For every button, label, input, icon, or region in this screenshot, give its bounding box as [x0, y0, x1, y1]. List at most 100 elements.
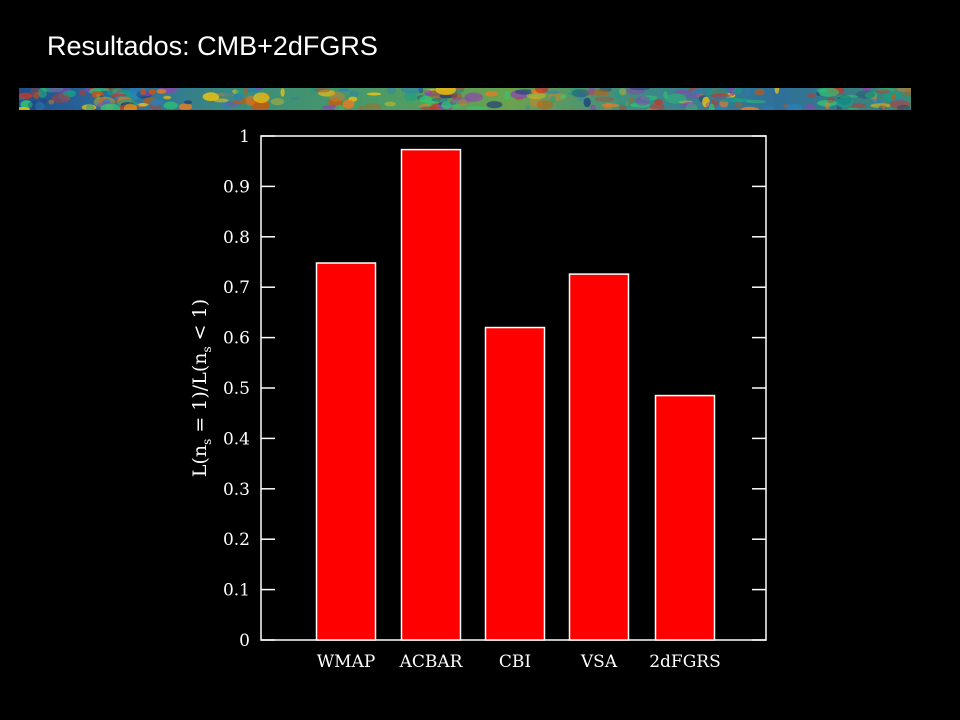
cmb-spot	[439, 93, 454, 99]
cmb-spot	[785, 104, 803, 110]
cmb-spot	[663, 91, 668, 99]
cmb-spot	[583, 97, 591, 108]
x-tick-label-wmap: WMAP	[317, 652, 376, 672]
cmb-spot	[81, 104, 97, 110]
bar-cbi	[484, 326, 546, 641]
cmb-spot	[38, 88, 47, 98]
cmb-spot	[861, 88, 872, 91]
cmb-spot	[449, 102, 462, 109]
cmb-spot	[682, 101, 696, 109]
cmb-spot	[881, 102, 886, 110]
cmb-spot	[245, 95, 256, 106]
cmb-spot	[85, 103, 95, 110]
cmb-spot	[421, 106, 437, 110]
cmb-spot	[458, 99, 467, 107]
cmb-spot	[19, 92, 33, 100]
y-axis-label-part-e: < 1)	[189, 299, 211, 347]
cmb-spot	[366, 92, 382, 96]
cmb-spot	[33, 91, 40, 100]
x-tick-label-vsa: VSA	[580, 652, 618, 672]
cmb-spot	[546, 90, 561, 95]
cmb-spot	[877, 88, 896, 92]
cmb-spot	[571, 89, 590, 98]
cmb-spot	[163, 101, 178, 110]
cmb-spot	[903, 89, 911, 96]
cmb-spot	[594, 96, 615, 102]
cmb-spot	[466, 106, 488, 110]
cmb-spot	[619, 88, 627, 96]
cmb-spot	[629, 96, 634, 106]
cmb-spot	[451, 92, 463, 101]
cmb-spot	[100, 103, 121, 110]
cmb-spot	[318, 89, 336, 97]
cmb-spot	[223, 90, 234, 96]
cmb-spot	[713, 95, 734, 103]
cmb-spot	[824, 102, 831, 109]
y-tick-label: 0.9	[223, 177, 250, 197]
cmb-spot	[51, 93, 71, 103]
cmb-spot	[450, 97, 472, 105]
cmb-spot	[897, 104, 911, 110]
bar-wmap	[315, 262, 377, 641]
cmb-spot	[253, 92, 270, 104]
cmb-spot	[314, 88, 331, 93]
cmb-spot	[626, 88, 646, 95]
x-tick-label-acbar: ACBAR	[399, 652, 464, 672]
y-tick-label: 0.8	[223, 228, 250, 248]
cmb-spot	[535, 88, 549, 94]
cmb-spot	[150, 99, 161, 107]
cmb-spot	[148, 89, 156, 95]
slide-title: Resultados: CMB+2dFGRS	[47, 31, 378, 61]
cmb-spot	[536, 100, 554, 110]
cmb-spot	[568, 91, 581, 96]
cmb-spot	[183, 100, 193, 105]
y-axis-ticks: 0 0.1 0.2 0.3 0.4 0.5 0.6 0.7 0.8 0.9 1	[223, 127, 766, 651]
cmb-spot	[702, 96, 710, 108]
bar-vsa	[568, 273, 630, 641]
cmb-spot	[28, 101, 40, 110]
cmb-spot	[311, 88, 317, 94]
cmb-spot	[685, 92, 701, 99]
cmb-spot	[710, 93, 731, 98]
cmb-spot	[364, 102, 382, 110]
cmb-spot	[525, 105, 530, 110]
cmb-spot	[441, 101, 452, 110]
cmb-spot	[358, 105, 365, 110]
y-tick-label: 1	[239, 127, 250, 147]
cmb-spot	[871, 98, 882, 105]
cmb-spot	[826, 96, 835, 104]
cmb-spot	[34, 101, 45, 110]
cmb-spot	[878, 105, 887, 110]
cmb-spot	[349, 90, 360, 97]
cmb-spot	[807, 93, 816, 99]
cmb-spot	[708, 103, 715, 110]
y-axis-label: L(ns = 1)/L(ns < 1)	[189, 299, 214, 477]
cmb-spot	[754, 88, 765, 96]
cmb-spot	[215, 92, 234, 97]
cmb-spot	[601, 103, 620, 108]
cmb-spot	[233, 93, 244, 102]
cmb-spot	[290, 96, 299, 100]
cmb-spot	[400, 88, 423, 94]
cmb-spot	[740, 106, 760, 110]
cmb-spot	[232, 89, 239, 94]
cmb-spot	[342, 99, 355, 109]
cmb-spot	[163, 95, 172, 100]
cmb-spot	[329, 91, 345, 102]
cmb-spot	[763, 105, 775, 110]
y-axis-label-subscript-2: s	[200, 346, 214, 352]
x-axis-labels: WMAP ACBAR CBI VSA 2dFGRS	[317, 652, 721, 672]
y-tick-label: 0.2	[223, 530, 250, 550]
cmb-spot	[722, 97, 743, 103]
cmb-spot	[614, 88, 622, 100]
cmb-spot	[503, 90, 511, 100]
y-axis-label-part-c: = 1)/L(n	[189, 353, 211, 439]
cmb-spot	[665, 93, 687, 104]
x-tick-label-2dfgrs: 2dFGRS	[649, 652, 721, 672]
cmb-spot	[213, 98, 229, 103]
bar-acbar	[400, 148, 462, 641]
y-tick-label: 0.4	[223, 429, 250, 449]
cmb-spot	[110, 93, 128, 98]
bar-series	[315, 148, 716, 641]
cmb-spot	[624, 101, 630, 107]
